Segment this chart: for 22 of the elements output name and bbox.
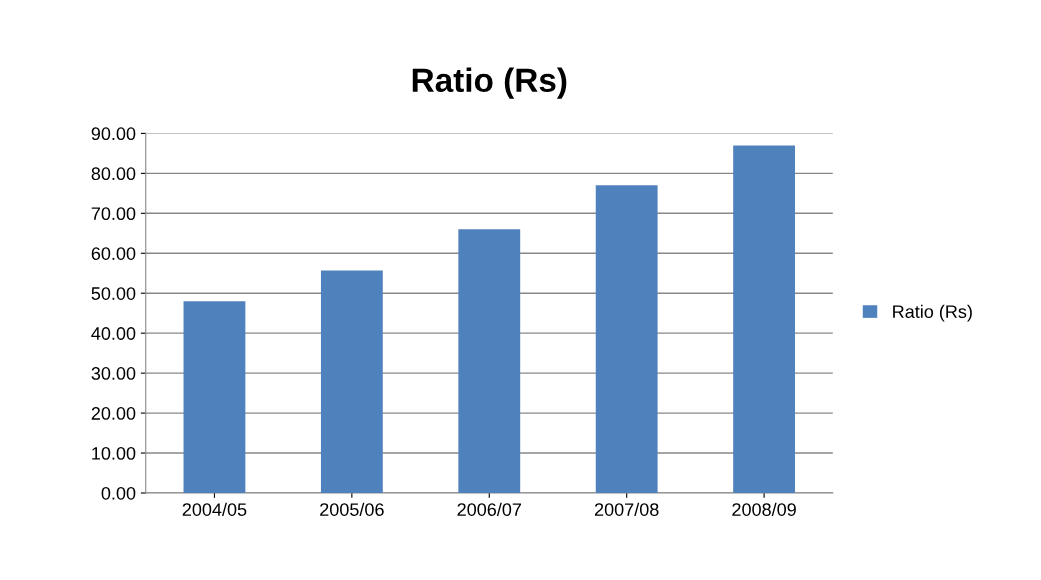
x-tick-label: 2004/05 [182, 502, 247, 516]
bar [595, 185, 658, 493]
bar [320, 270, 383, 493]
x-tick-label: 2008/09 [732, 502, 796, 516]
bar [733, 145, 796, 493]
y-tick-label: 50.00 [91, 287, 136, 300]
bar [183, 301, 246, 493]
y-tick-label: 70.00 [91, 207, 136, 221]
y-tick-label: 10.00 [92, 446, 136, 460]
x-tick-label: 2005/06 [320, 502, 384, 516]
y-tick-label: 60.00 [91, 247, 136, 260]
y-tick-label: 0.00 [101, 486, 136, 500]
x-tick-label: 2006/07 [457, 502, 521, 516]
chart-title: Ratio (Rs) [412, 67, 567, 99]
legend-label: Ratio (Rs) [893, 304, 972, 322]
bar [458, 229, 521, 493]
y-tick-label: 80.00 [91, 167, 136, 181]
y-tick-label: 20.00 [91, 407, 136, 420]
y-tick-label: 90.00 [91, 127, 136, 141]
y-tick-label: 40.00 [91, 327, 136, 340]
x-tick-label: 2007/08 [594, 502, 659, 516]
y-tick-label: 30.00 [91, 367, 136, 380]
